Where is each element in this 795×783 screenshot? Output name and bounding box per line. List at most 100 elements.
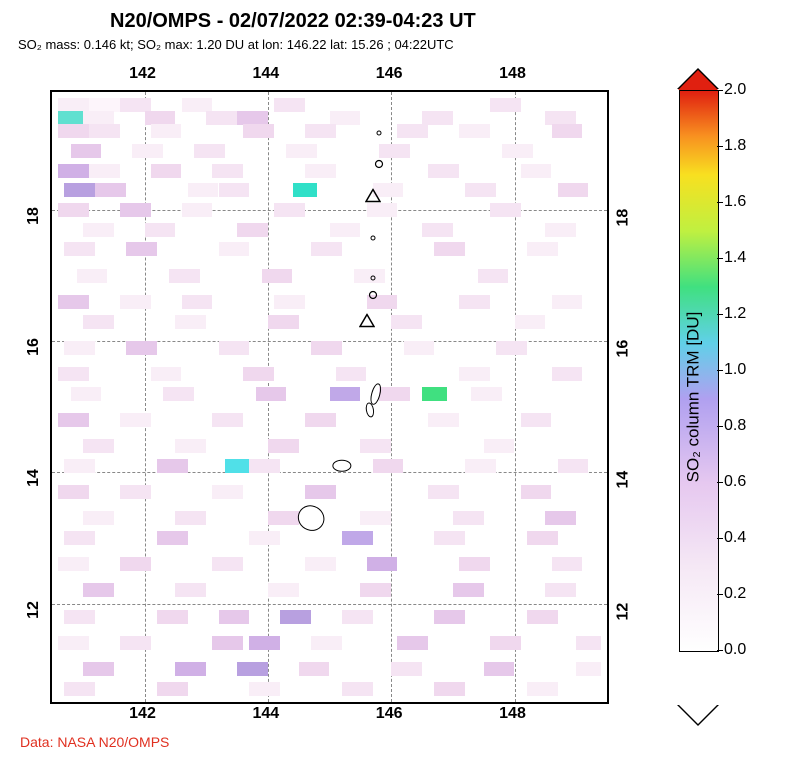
- heatmap-cell: [89, 98, 120, 112]
- heatmap-cell: [305, 413, 336, 427]
- colorbar-tick-label: 1.0: [724, 361, 746, 379]
- heatmap-cell: [459, 124, 490, 138]
- volcano-marker: [370, 268, 376, 284]
- heatmap-cell: [120, 413, 151, 427]
- heatmap-cell: [428, 485, 459, 499]
- heatmap-cell: [126, 341, 157, 355]
- colorbar-tick-label: 0.8: [724, 417, 746, 435]
- heatmap-cell: [120, 557, 151, 571]
- heatmap-cell: [484, 439, 515, 453]
- heatmap-cell: [576, 636, 601, 650]
- heatmap-cell: [545, 583, 576, 597]
- heatmap-cell: [558, 459, 589, 473]
- heatmap-cell: [268, 583, 299, 597]
- heatmap-cell: [163, 387, 194, 401]
- heatmap-cell: [434, 682, 465, 696]
- heatmap-cell: [71, 387, 102, 401]
- heatmap-cell: [64, 459, 95, 473]
- heatmap-cell: [311, 636, 342, 650]
- heatmap-cell: [58, 367, 89, 381]
- heatmap-cell: [360, 439, 391, 453]
- heatmap-cell: [175, 315, 206, 329]
- heatmap-cell: [496, 341, 527, 355]
- heatmap-cell: [274, 295, 305, 309]
- heatmap-cell: [64, 610, 95, 624]
- heatmap-cell: [83, 511, 114, 525]
- heatmap-cell: [558, 183, 589, 197]
- heatmap-cell: [268, 511, 299, 525]
- colorbar-tick-label: 1.6: [724, 193, 746, 211]
- heatmap-cell: [527, 682, 558, 696]
- heatmap-cell: [77, 269, 108, 283]
- heatmap-cell: [274, 98, 305, 112]
- x-tick-label: 148: [499, 65, 526, 83]
- heatmap-cell: [367, 557, 398, 571]
- heatmap-cell: [151, 367, 182, 381]
- heatmap-cell: [58, 413, 89, 427]
- y-tick-label: 14: [615, 468, 633, 489]
- heatmap-cell: [552, 557, 583, 571]
- heatmap-cell: [527, 610, 558, 624]
- heatmap-cell: [422, 387, 447, 401]
- y-tick-label: 18: [25, 207, 43, 225]
- heatmap-cell: [157, 531, 188, 545]
- y-tick-label: 16: [25, 338, 43, 356]
- heatmap-cell: [305, 557, 336, 571]
- x-tick-label: 146: [376, 65, 403, 83]
- heatmap-cell: [212, 557, 243, 571]
- heatmap-cell: [293, 183, 318, 197]
- heatmap-cell: [120, 98, 151, 112]
- y-tick-label: 18: [615, 206, 633, 227]
- heatmap-cell: [311, 341, 342, 355]
- heatmap-cell: [120, 203, 151, 217]
- heatmap-cell: [391, 315, 422, 329]
- y-tick-label: 16: [615, 337, 633, 358]
- heatmap-cell: [471, 387, 502, 401]
- chart-title: N20/OMPS - 02/07/2022 02:39-04:23 UT: [10, 10, 785, 33]
- heatmap-cell: [243, 367, 274, 381]
- colorbar-tick-label: 2.0: [724, 81, 746, 99]
- heatmap-cell: [249, 636, 280, 650]
- heatmap-cell: [58, 485, 89, 499]
- heatmap-cell: [145, 111, 176, 125]
- heatmap-cell: [484, 662, 515, 676]
- heatmap-cell: [89, 164, 120, 178]
- heatmap-cell: [58, 203, 89, 217]
- heatmap-cell: [397, 636, 428, 650]
- heatmap-cell: [151, 124, 182, 138]
- heatmap-cell: [434, 531, 465, 545]
- heatmap-cell: [175, 583, 206, 597]
- heatmap-cell: [274, 203, 305, 217]
- heatmap-cell: [465, 459, 496, 473]
- heatmap-cell: [434, 610, 465, 624]
- volcano-marker: [365, 188, 381, 205]
- heatmap-cell: [157, 610, 188, 624]
- colorbar-tick-label: 1.2: [724, 305, 746, 323]
- heatmap-cell: [58, 164, 89, 178]
- heatmap-cell: [58, 98, 89, 112]
- heatmap-cell: [391, 662, 422, 676]
- heatmap-cell: [459, 557, 490, 571]
- heatmap-cell: [58, 557, 89, 571]
- heatmap-cell: [212, 413, 243, 427]
- heatmap-cell: [286, 144, 317, 158]
- heatmap-cell: [262, 269, 293, 283]
- heatmap-cell: [268, 439, 299, 453]
- heatmap-cell: [89, 124, 120, 138]
- heatmap-cell: [237, 662, 268, 676]
- heatmap-cell: [527, 242, 558, 256]
- data-credit: Data: NASA N20/OMPS: [20, 734, 785, 750]
- heatmap-cell: [280, 610, 311, 624]
- heatmap-cell: [305, 124, 336, 138]
- heatmap-cell: [237, 111, 268, 125]
- heatmap-cell: [379, 387, 410, 401]
- heatmap-cell: [83, 583, 114, 597]
- colorbar-tick-label: 0.0: [724, 641, 746, 659]
- y-tick-label: 12: [25, 601, 43, 619]
- x-tick-label: 144: [252, 705, 279, 729]
- colorbar-tick-label: 1.4: [724, 249, 746, 267]
- heatmap-cell: [157, 459, 188, 473]
- heatmap-cell: [256, 387, 287, 401]
- heatmap-cell: [422, 223, 453, 237]
- heatmap-cell: [268, 315, 299, 329]
